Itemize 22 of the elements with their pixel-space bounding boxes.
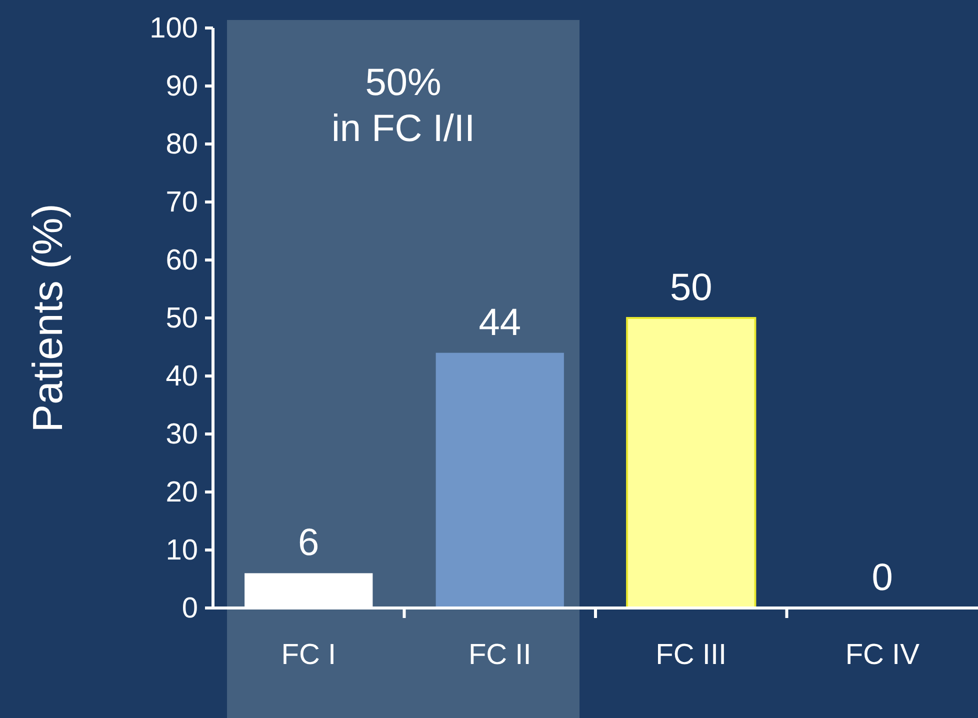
y-tick-label: 80 [166, 128, 198, 160]
x-tick-label: FC II [468, 639, 532, 671]
data-label: 6 [298, 522, 320, 564]
bar [436, 352, 564, 608]
band-label: 50% in FC I/II [331, 62, 476, 150]
x-tick-label: FC I [281, 639, 336, 671]
y-tick-label: 0 [182, 592, 198, 624]
x-tick-label: FC IV [845, 639, 920, 671]
y-tick-label: 30 [166, 418, 198, 450]
y-tick-label: 10 [166, 534, 198, 566]
x-tick-label: FC III [656, 639, 727, 671]
data-label: 50 [670, 267, 712, 309]
y-tick-label: 50 [166, 302, 198, 334]
y-axis-title: Patients (%) [24, 204, 71, 432]
y-tick-label: 60 [166, 244, 198, 276]
y-tick-label: 20 [166, 476, 198, 508]
y-tick-label: 100 [150, 12, 198, 44]
data-label: 0 [872, 557, 893, 599]
data-label: 44 [478, 302, 522, 344]
y-tick-label: 70 [166, 186, 198, 218]
y-tick-label: 90 [166, 70, 198, 102]
y-tick-label: 40 [166, 360, 198, 392]
